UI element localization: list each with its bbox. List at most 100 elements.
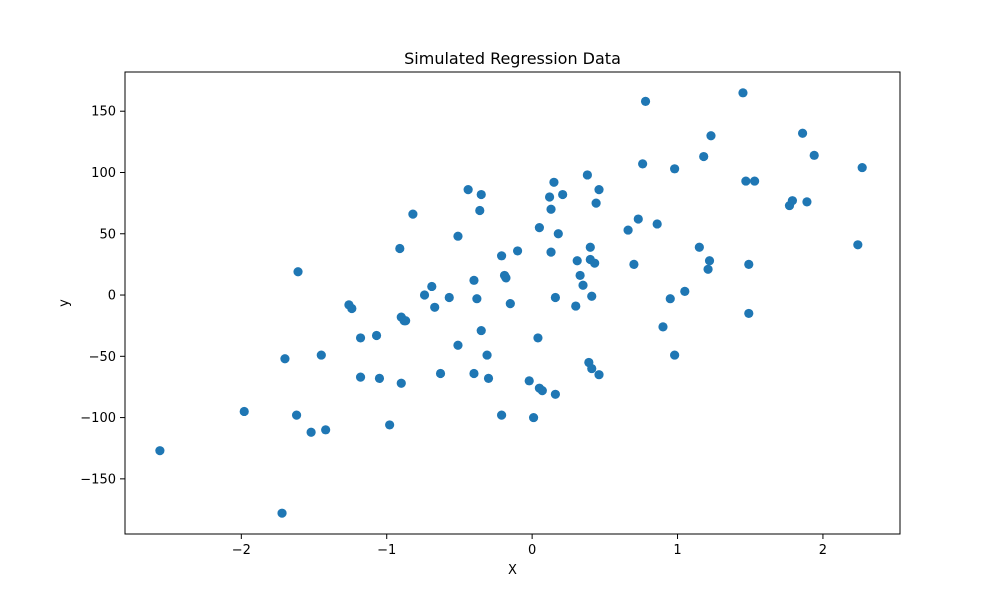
scatter-point	[571, 301, 581, 311]
scatter-point	[787, 196, 798, 206]
scatter-point	[347, 303, 357, 314]
y-tick-label: 50	[99, 227, 116, 242]
scatter-point	[549, 177, 559, 187]
data-points	[155, 88, 867, 518]
scatter-point	[544, 192, 555, 202]
scatter-point	[496, 251, 507, 261]
x-tick-label: 0	[528, 543, 536, 558]
y-tick-label: −150	[80, 472, 116, 487]
x-tick-label: −1	[377, 543, 396, 558]
scatter-point	[853, 240, 863, 250]
scatter-point	[546, 247, 556, 257]
scatter-point	[670, 350, 680, 360]
scatter-point	[658, 322, 668, 332]
x-tick-label: 1	[673, 543, 681, 558]
scatter-point	[623, 225, 633, 235]
scatter-point	[293, 267, 303, 277]
scatter-point	[321, 425, 331, 435]
scatter-point	[738, 88, 748, 98]
scatter-point	[582, 170, 592, 180]
scatter-point	[280, 354, 290, 364]
y-tick-label: 0	[108, 289, 116, 304]
scatter-point	[524, 376, 534, 386]
scatter-point	[476, 189, 486, 200]
scatter-point	[546, 204, 556, 214]
scatter-point	[629, 259, 639, 269]
scatter-point	[744, 259, 754, 269]
scatter-point	[665, 294, 675, 304]
scatter-point	[572, 256, 582, 266]
scatter-point	[419, 290, 430, 300]
scatter-point	[587, 363, 597, 374]
scatter-point	[575, 270, 585, 281]
scatter-point	[537, 386, 547, 396]
scatter-point	[558, 189, 568, 200]
x-tick-label: −2	[232, 543, 251, 558]
scatter-point	[277, 508, 287, 518]
scatter-point	[444, 292, 454, 303]
scatter-point	[505, 299, 515, 309]
scatter-point	[482, 350, 492, 360]
scatter-point	[501, 273, 511, 283]
scatter-point	[427, 281, 437, 292]
scatter-point	[587, 291, 597, 301]
x-axis-label: X	[508, 563, 517, 578]
scatter-point	[652, 219, 662, 229]
scatter-point	[578, 280, 588, 290]
scatter-point	[585, 242, 595, 252]
scatter-point	[469, 275, 479, 285]
scatter-point	[453, 231, 463, 241]
scatter-point	[594, 370, 604, 380]
y-tick-label: −50	[89, 350, 116, 365]
scatter-point	[550, 292, 560, 303]
scatter-point	[706, 131, 716, 141]
scatter-point	[670, 164, 680, 174]
scatter-point	[633, 214, 643, 224]
scatter-point	[469, 368, 479, 379]
scatter-point	[408, 209, 418, 219]
scatter-point	[638, 159, 648, 169]
scatter-point	[528, 412, 539, 423]
scatter-point	[475, 205, 485, 216]
scatter-point	[496, 410, 507, 420]
y-axis: −150 −100 −50 0 50 100 150	[80, 105, 125, 487]
scatter-point	[703, 264, 713, 274]
scatter-point	[550, 389, 560, 399]
scatter-point	[435, 368, 446, 379]
scatter-point	[463, 185, 473, 195]
y-tick-label: 100	[91, 166, 116, 181]
scatter-point	[291, 410, 302, 420]
scatter-point	[749, 176, 760, 186]
scatter-point	[704, 256, 715, 266]
scatter-point	[512, 246, 523, 256]
scatter-point	[534, 223, 544, 233]
scatter-point	[741, 176, 751, 186]
scatter-point	[857, 162, 867, 173]
scatter-point	[797, 128, 808, 138]
scatter-point	[802, 197, 812, 207]
scatter-point	[594, 185, 604, 195]
scatter-point	[476, 325, 486, 336]
scatter-point	[453, 340, 463, 350]
y-tick-label: 150	[91, 105, 116, 120]
scatter-point	[385, 420, 395, 430]
scatter-point	[694, 242, 704, 252]
scatter-point	[809, 150, 819, 160]
scatter-point	[591, 198, 601, 208]
scatter-point	[355, 333, 366, 343]
scatter-point	[396, 378, 406, 388]
scatter-point	[371, 330, 382, 341]
scatter-point	[374, 373, 385, 383]
y-axis-label: y	[57, 299, 72, 307]
scatter-point	[401, 316, 411, 326]
scatter-point	[472, 294, 482, 304]
scatter-point	[483, 373, 494, 383]
scatter-point	[553, 229, 563, 239]
scatter-point	[395, 243, 405, 254]
scatter-point	[680, 286, 690, 296]
scatter-point	[155, 446, 165, 456]
scatter-point	[306, 427, 316, 437]
x-tick-label: 2	[819, 543, 827, 558]
